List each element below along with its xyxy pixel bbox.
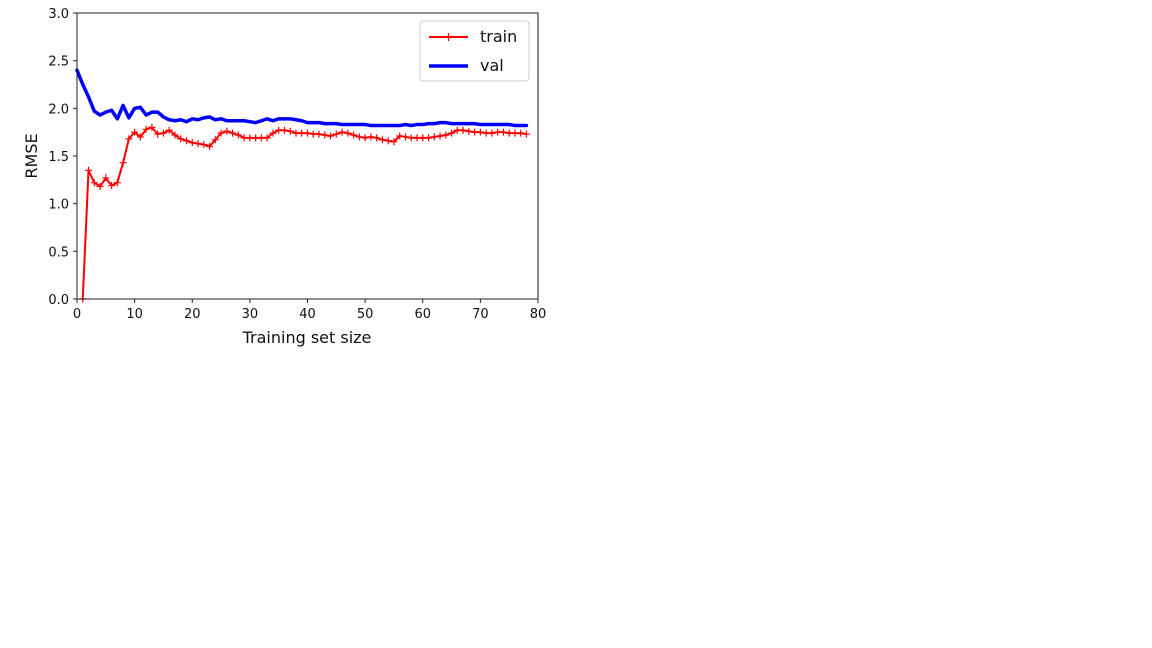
y-tick-label: 3.0 bbox=[48, 7, 69, 22]
data-point-train bbox=[102, 174, 110, 182]
data-point-train bbox=[229, 129, 237, 137]
data-point-train bbox=[223, 127, 231, 135]
data-point-train bbox=[182, 137, 190, 145]
data-point-train bbox=[131, 128, 139, 136]
data-point-train bbox=[154, 130, 162, 138]
data-point-train bbox=[442, 131, 450, 139]
x-axis-label: Training set size bbox=[242, 328, 372, 347]
ticks-group: 0 10 20 30 40 50 60 70 80 0.0 0.5 1.0 1.5 2.0 2.5 3.0 bbox=[48, 7, 546, 322]
data-point-train bbox=[280, 126, 288, 134]
data-point-train bbox=[108, 182, 116, 190]
data-point-train bbox=[436, 132, 444, 140]
data-point-train bbox=[234, 131, 242, 139]
data-point-train bbox=[401, 133, 409, 141]
data-point-train bbox=[304, 129, 311, 137]
data-point-train bbox=[269, 129, 277, 137]
data-point-train bbox=[425, 134, 433, 142]
data-point-train bbox=[448, 129, 456, 137]
x-tick-label: 10 bbox=[126, 307, 143, 322]
y-tick-label: 2.5 bbox=[48, 55, 69, 70]
data-point-train bbox=[384, 137, 392, 145]
data-point-train bbox=[119, 159, 127, 167]
x-tick-label: 60 bbox=[414, 307, 431, 322]
data-point-train bbox=[373, 134, 381, 142]
data-point-train bbox=[315, 130, 323, 138]
x-tick-label: 20 bbox=[184, 307, 201, 322]
x-tick-label: 30 bbox=[242, 307, 259, 322]
data-point-train bbox=[344, 129, 352, 137]
data-point-train bbox=[96, 183, 104, 191]
data-point-train bbox=[430, 133, 438, 141]
legend: train val bbox=[419, 20, 530, 82]
data-point-train bbox=[321, 131, 329, 139]
data-point-train bbox=[159, 129, 167, 137]
y-tick-label: 0.0 bbox=[48, 293, 69, 308]
data-point-train bbox=[142, 125, 150, 133]
data-point-train bbox=[206, 142, 214, 150]
data-point-train bbox=[90, 179, 98, 187]
y-axis-label: RMSE bbox=[22, 133, 41, 178]
data-point-train bbox=[476, 128, 484, 136]
data-point-train bbox=[188, 139, 196, 147]
data-point-train bbox=[125, 135, 133, 143]
legend-train-label: train bbox=[480, 27, 517, 46]
data-point-train bbox=[459, 126, 467, 134]
data-point-train bbox=[177, 135, 185, 143]
x-tick-label: 40 bbox=[299, 307, 316, 322]
legend-train-marker bbox=[444, 33, 453, 41]
data-point-train bbox=[378, 136, 386, 144]
data-point-train bbox=[338, 128, 346, 136]
data-point-train bbox=[355, 133, 363, 141]
data-point-train bbox=[522, 130, 530, 138]
data-point-train bbox=[327, 132, 335, 140]
data-point-train bbox=[465, 127, 473, 135]
data-point-train bbox=[211, 136, 219, 144]
x-tick-label: 80 bbox=[530, 307, 547, 322]
data-point-train bbox=[217, 129, 225, 137]
data-point-train bbox=[517, 129, 525, 137]
data-point-train bbox=[396, 132, 404, 140]
data-point-train bbox=[165, 126, 173, 134]
data-point-train bbox=[194, 140, 202, 148]
data-point-train bbox=[148, 123, 156, 131]
series-line-val bbox=[75, 68, 529, 128]
y-tick-label: 0.5 bbox=[48, 245, 69, 260]
x-tick-label: 50 bbox=[357, 307, 374, 322]
x-tick-label: 0 bbox=[73, 307, 81, 322]
legend-val-label: val bbox=[480, 56, 504, 75]
data-point-train bbox=[390, 138, 398, 146]
y-tick-label: 1.5 bbox=[48, 150, 69, 165]
series-line-train bbox=[81, 126, 528, 300]
y-tick-label: 1.0 bbox=[48, 198, 69, 213]
y-tick-label: 2.0 bbox=[48, 102, 69, 117]
data-point-train bbox=[286, 127, 294, 135]
data-point-train bbox=[361, 134, 369, 142]
series-group bbox=[75, 68, 530, 303]
data-point-train bbox=[171, 131, 179, 139]
x-tick-label: 70 bbox=[472, 307, 489, 322]
data-point-train bbox=[350, 131, 358, 139]
data-point-train bbox=[263, 134, 271, 142]
data-point-train bbox=[85, 166, 93, 174]
data-point-train bbox=[113, 179, 121, 187]
data-point-train bbox=[499, 128, 507, 136]
data-point-train bbox=[200, 141, 208, 149]
data-point-train bbox=[332, 130, 340, 138]
data-point-train bbox=[136, 133, 144, 141]
data-point-train bbox=[367, 133, 375, 141]
data-point-train bbox=[488, 129, 496, 137]
